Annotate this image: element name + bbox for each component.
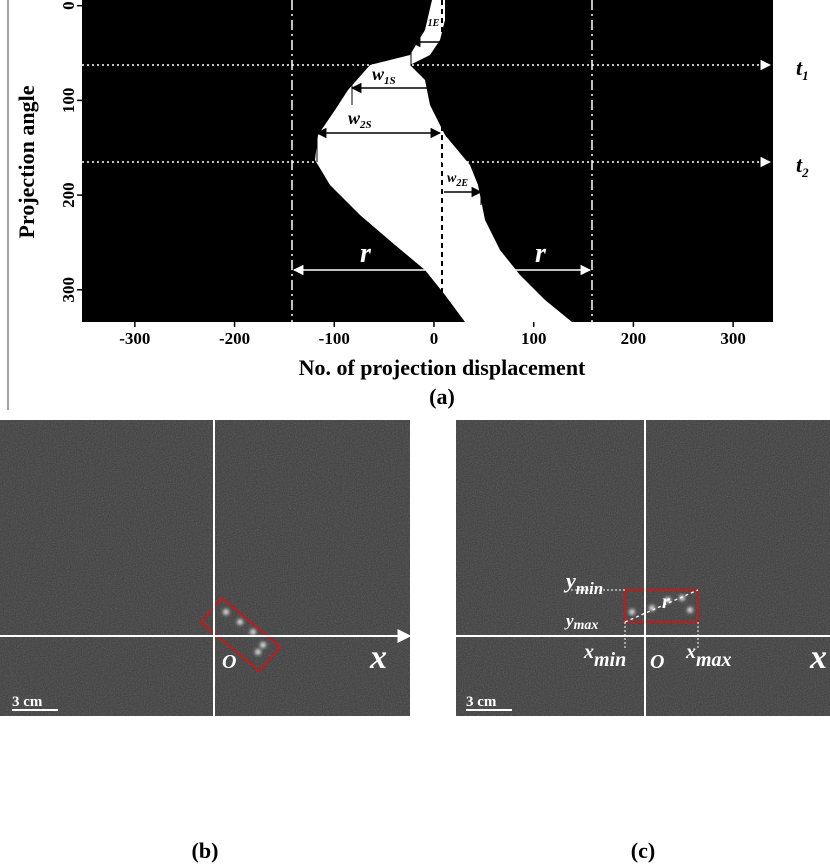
y-axis-title: Projection angle <box>14 85 39 238</box>
origin-label: O <box>222 651 236 673</box>
x-tick-label: 200 <box>621 329 647 348</box>
y-tick-label: 0 <box>59 1 78 10</box>
figure: w1E w1S w2S w2E r r t1 t2 No. of project… <box>0 0 830 866</box>
x-label: x <box>809 639 827 676</box>
caption: (c) <box>631 838 655 863</box>
x-label: x <box>369 639 387 676</box>
x-tick-label: -200 <box>219 329 250 348</box>
y-label: y <box>181 722 198 755</box>
x-tick-label: 100 <box>521 329 547 348</box>
x-tick-label: -100 <box>319 329 350 348</box>
caption: (b) <box>192 838 219 863</box>
x-axis-title: No. of projection displacement <box>299 355 586 380</box>
r-label: r <box>535 238 547 269</box>
scale-label: 3 cm <box>12 694 43 710</box>
origin-label: O <box>650 651 664 673</box>
t2-label: t2 <box>796 152 809 180</box>
image-noise <box>456 420 830 716</box>
y-tick-label: 200 <box>59 182 78 208</box>
page: {"panel_a": { "ylabel": "Projection angl… <box>0 0 830 866</box>
x-tick-label: 300 <box>720 329 746 348</box>
y-label: y <box>613 722 630 755</box>
caption: (a) <box>429 384 455 409</box>
scale-label: 3 cm <box>466 694 497 710</box>
y-tick-label: 300 <box>59 277 78 303</box>
r-label: r <box>662 591 670 613</box>
image-noise <box>0 420 410 716</box>
r-label: r <box>360 238 372 269</box>
t1-label: t1 <box>796 55 809 83</box>
y-tick-label: 100 <box>59 88 78 114</box>
x-tick-label: -300 <box>119 329 150 348</box>
x-tick-label: 0 <box>430 329 439 348</box>
